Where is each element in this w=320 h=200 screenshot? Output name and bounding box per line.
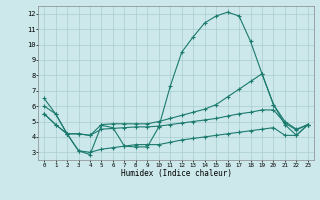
X-axis label: Humidex (Indice chaleur): Humidex (Indice chaleur) xyxy=(121,169,231,178)
